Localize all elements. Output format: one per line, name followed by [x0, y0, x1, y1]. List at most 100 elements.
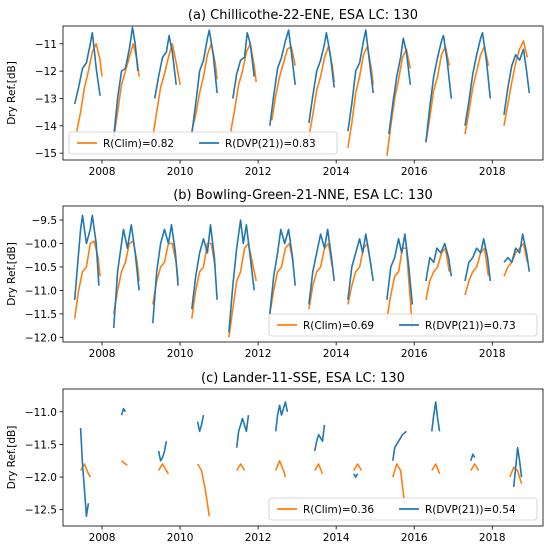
legend-label-1: R(Clim)=0.36 — [303, 504, 374, 516]
series-1-line — [431, 463, 441, 475]
x-tick-label: 2010 — [167, 532, 194, 544]
x-tick-label: 2014 — [323, 348, 350, 360]
series-1-line — [392, 463, 406, 504]
x-tick-label: 2010 — [167, 348, 194, 360]
series-2-line — [464, 31, 492, 126]
x-tick-label: 2010 — [167, 166, 194, 178]
series-2-line — [112, 26, 139, 137]
y-axis-label: Dry Ref.[dB] — [6, 426, 18, 490]
series-1-line — [269, 242, 294, 315]
y-tick-label: −12 — [35, 66, 57, 78]
chart-title: (c) Lander-11-SSE, ESA LC: 130 — [201, 371, 405, 386]
series-2-line — [73, 31, 101, 105]
x-tick-label: 2014 — [323, 532, 350, 544]
x-tick-label: 2008 — [89, 532, 116, 544]
x-tick-label: 2012 — [245, 348, 272, 360]
y-tick-label: −12.0 — [25, 332, 57, 344]
series-2-line — [503, 48, 531, 116]
series-1-line — [196, 463, 211, 517]
y-tick-label: −11 — [35, 39, 57, 51]
series-2-line — [313, 424, 326, 452]
series-1-line — [353, 463, 363, 471]
series-2-line — [353, 473, 359, 478]
legend-label-1: R(Clim)=0.69 — [303, 320, 374, 332]
axes-frame — [62, 388, 544, 527]
y-tick-label: −11.5 — [25, 309, 57, 321]
chart-panel-3: (c) Lander-11-SSE, ESA LC: 130 2008 2010 20… — [6, 371, 544, 544]
x-tick-label: 2014 — [323, 166, 350, 178]
x-tick-label: 2018 — [479, 532, 506, 544]
series-2-line — [274, 401, 289, 432]
series-2-line — [347, 29, 374, 132]
series-2-line — [228, 219, 255, 333]
x-tick-label: 2008 — [89, 166, 116, 178]
chart-panel-2: (b) Bowling-Green-21-NNE, ESA LC: 130 200… — [6, 188, 544, 360]
series-2-line — [431, 401, 441, 432]
series-2-line — [464, 238, 492, 282]
series-2-line — [388, 37, 412, 135]
series-2-line — [392, 430, 407, 461]
x-tick-label: 2018 — [479, 166, 506, 178]
series-2-line — [196, 414, 205, 433]
series-1-line — [386, 247, 414, 328]
chart-panel-1: (a) Chillicothe-22-ENE, ESA LC: 130 2008 2… — [6, 8, 544, 178]
series-2-line — [308, 31, 335, 124]
x-tick-label: 2012 — [245, 166, 272, 178]
series-1-line — [75, 43, 103, 132]
series-2-line — [112, 224, 140, 328]
series-2-line — [425, 34, 453, 143]
axes-frame — [62, 25, 544, 161]
series-2-line — [512, 446, 523, 487]
x-tick-label: 2012 — [245, 532, 272, 544]
legend-label-2: R(DVP(21))=0.83 — [225, 138, 316, 150]
series-1-line — [157, 463, 170, 475]
y-tick-label: −10.5 — [25, 262, 57, 274]
series-1-line — [228, 242, 257, 338]
legend-label-2: R(DVP(21))=0.54 — [425, 504, 516, 516]
series-2-line — [191, 29, 218, 135]
series-1-line — [314, 463, 324, 475]
series-2-line — [232, 31, 255, 99]
series-2-line — [386, 233, 414, 305]
chart-title: (a) Chillicothe-22-ENE, ESA LC: 130 — [188, 8, 418, 23]
series-1-line — [274, 460, 287, 478]
series-2-line — [73, 214, 100, 300]
series-1-line — [503, 242, 529, 277]
y-tick-label: −13 — [35, 93, 57, 105]
plot-area — [79, 401, 523, 517]
legend: R(Clim)=0.82 R(DVP(21))=0.83 — [68, 131, 338, 155]
y-tick-label: −10.0 — [25, 239, 57, 251]
legend-label-2: R(DVP(21))=0.73 — [425, 320, 516, 332]
series-2-line — [503, 233, 531, 272]
y-tick-label: −15 — [35, 148, 57, 160]
y-tick-label: −9.5 — [32, 215, 58, 227]
series-2-line — [191, 224, 218, 310]
series-2-line — [308, 228, 335, 305]
series-1-line — [347, 45, 374, 148]
series-2-line — [120, 407, 127, 416]
series-2-line — [269, 228, 296, 314]
series-1-line — [112, 43, 140, 140]
plot-area — [73, 214, 531, 338]
series-1-line — [230, 43, 257, 132]
series-1-line — [503, 40, 529, 126]
legend-label-1: R(Clim)=0.82 — [103, 138, 174, 150]
y-axis-label: Dry Ref.[dB] — [6, 61, 18, 125]
series-1-line — [425, 247, 451, 300]
x-tick-label: 2016 — [401, 348, 428, 360]
axes-frame — [62, 205, 544, 343]
x-tick-label: 2016 — [401, 532, 428, 544]
series-1-line — [191, 43, 218, 132]
series-2-line — [157, 441, 168, 462]
series-2-line — [79, 428, 90, 517]
plot-area — [73, 26, 531, 157]
x-tick-label: 2016 — [401, 166, 428, 178]
legend: R(Clim)=0.69 R(DVP(21))=0.73 — [268, 313, 538, 337]
series-2-line — [152, 224, 179, 324]
x-tick-label: 2018 — [479, 348, 506, 360]
y-tick-label: −14 — [35, 121, 57, 133]
series-1-line — [464, 247, 490, 296]
series-1-line — [191, 242, 216, 319]
series-2-line — [235, 415, 250, 448]
